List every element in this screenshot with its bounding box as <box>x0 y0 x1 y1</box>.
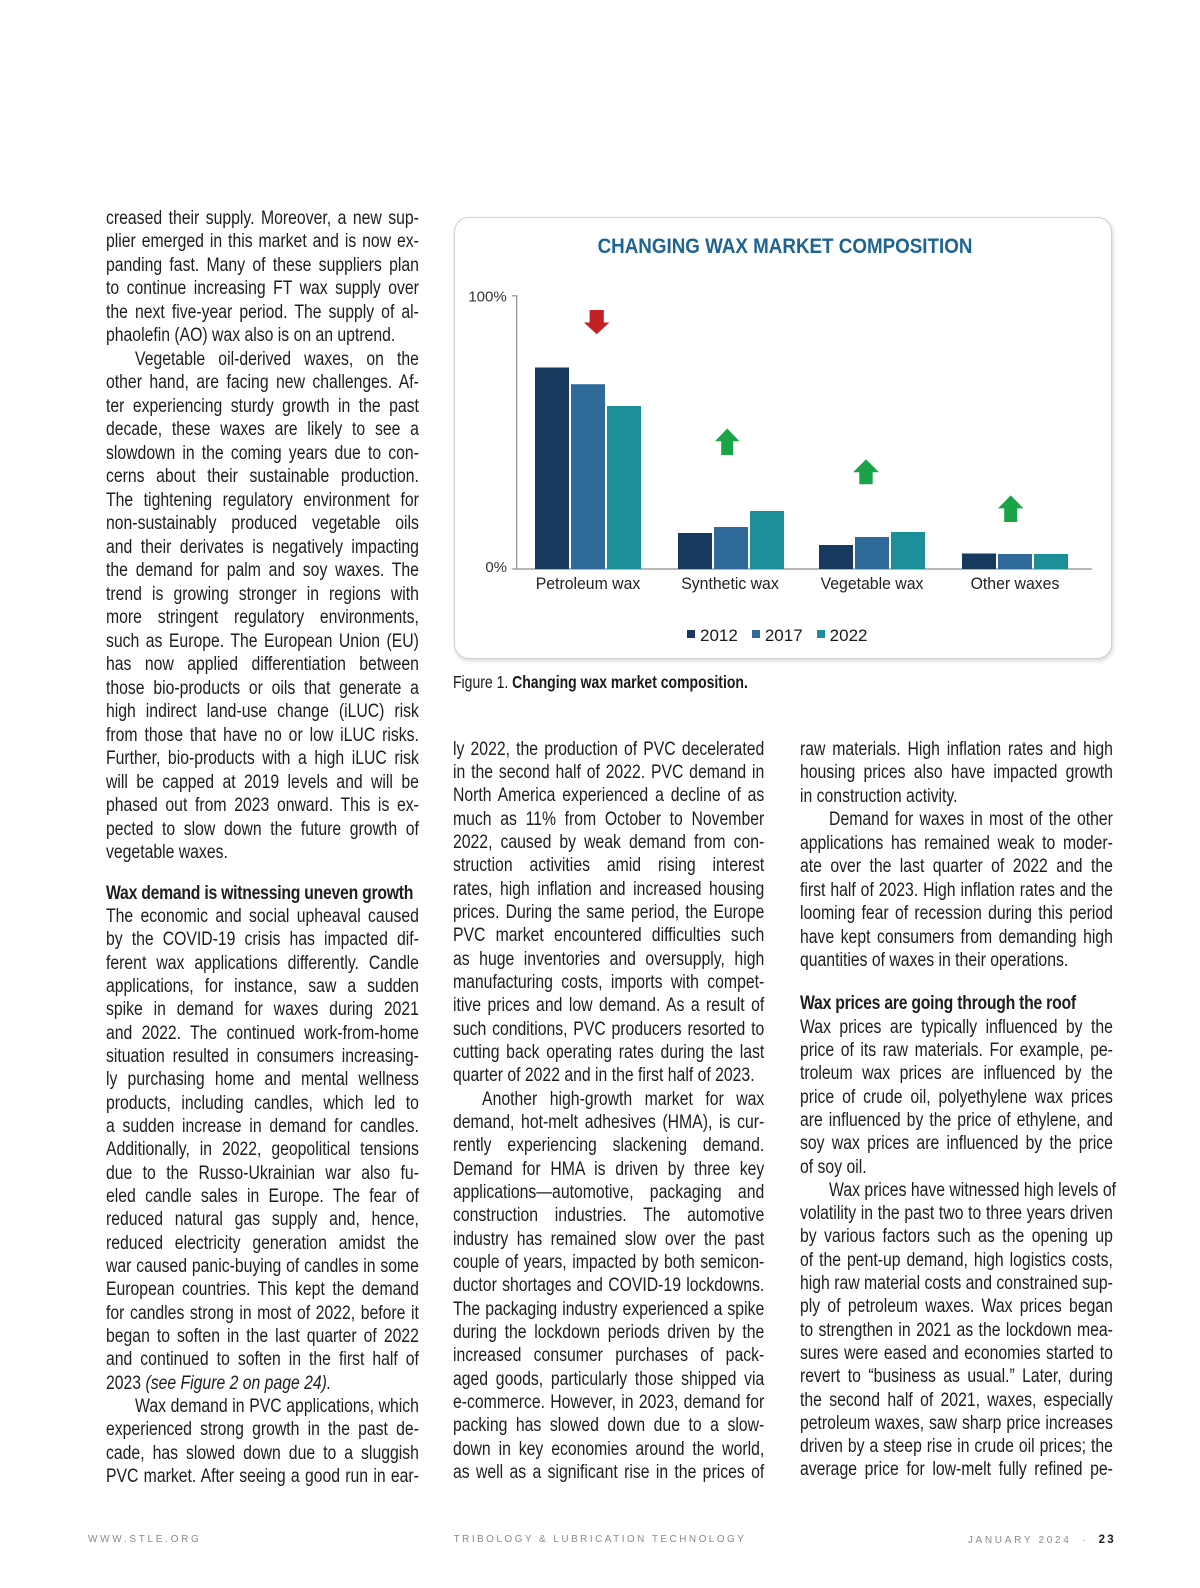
svg-text:100%: 100% <box>468 288 506 305</box>
svg-text:0%: 0% <box>485 559 507 576</box>
